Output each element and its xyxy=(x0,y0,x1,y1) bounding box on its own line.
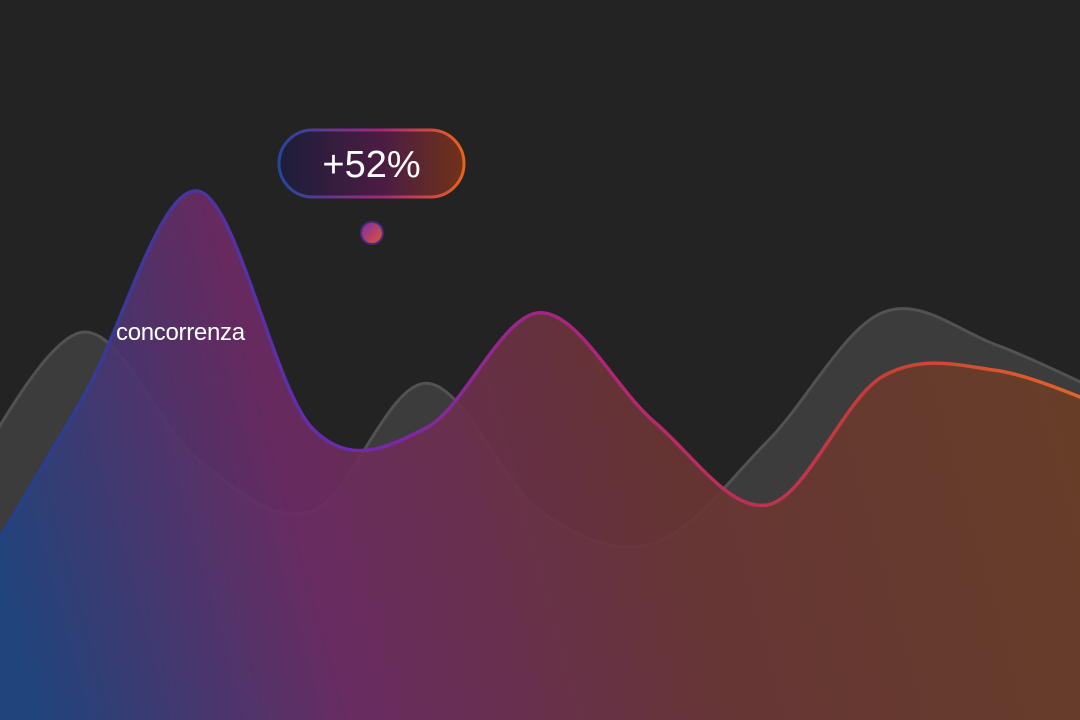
series-label-concorrenza: concorrenza xyxy=(116,319,246,346)
highlight-line xyxy=(0,189,1080,542)
callout-background xyxy=(277,128,466,199)
peak-marker[interactable] xyxy=(360,221,384,245)
callout-badge: +52% xyxy=(277,128,466,199)
callout-value: +52% xyxy=(322,144,420,186)
highlight-area xyxy=(0,191,1080,720)
